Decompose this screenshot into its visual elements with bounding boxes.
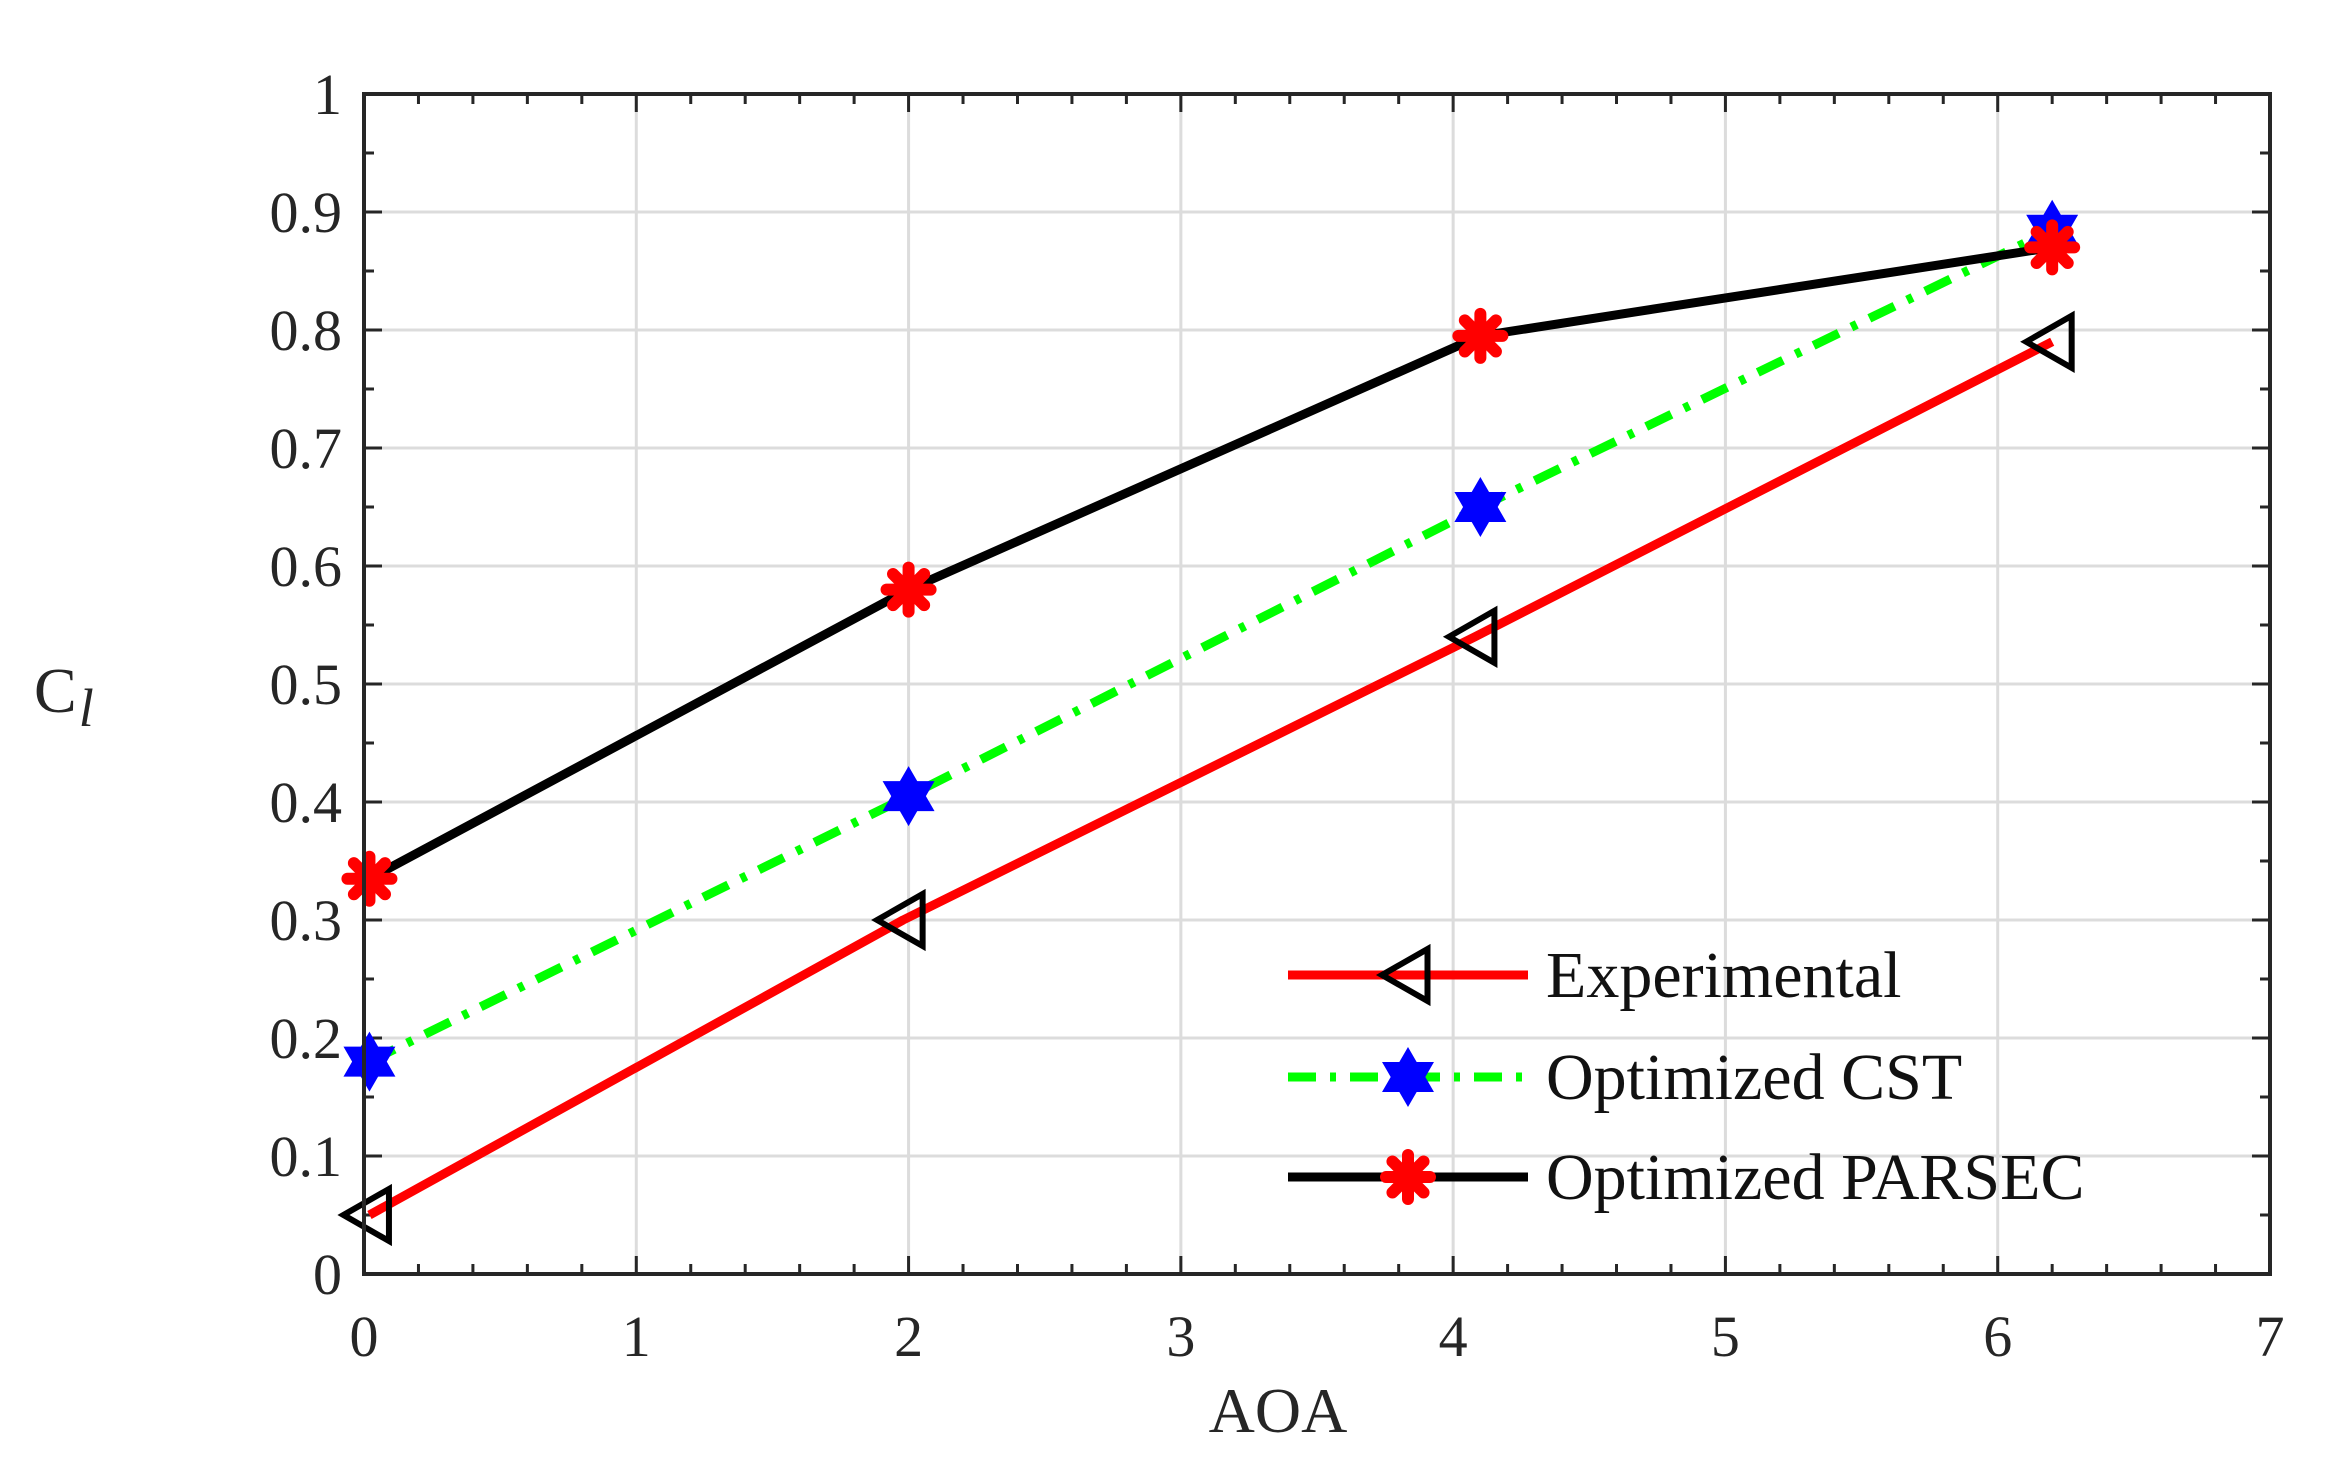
y-tick-label: 1 (313, 62, 342, 127)
legend-marker-experimental (1375, 943, 1431, 1007)
y-tick-label: 0 (313, 1242, 342, 1307)
y-tick-label: 0.3 (270, 888, 343, 953)
marker-experimental (871, 888, 926, 952)
y-tick-label: 0.1 (270, 1124, 343, 1189)
y-tick-label: 0.9 (270, 180, 343, 245)
marker-experimental (1442, 605, 1498, 668)
legend: Experimental Optimized CST Optimized PAR… (1288, 939, 2084, 1214)
x-axis-title: AOA (1209, 1375, 1348, 1446)
x-tick-label: 2 (894, 1304, 923, 1369)
marker-optimized-cst-down (343, 1046, 396, 1092)
marker-optimized-parsec (341, 850, 398, 907)
x-tick-label: 6 (1983, 1304, 2012, 1369)
legend-label-optimized-parsec: Optimized PARSEC (1546, 1141, 2084, 1214)
series-lines (367, 225, 2055, 1219)
marker-optimized-parsec-spoke (887, 568, 931, 612)
legend-marker-optimized-cst (1382, 1046, 1434, 1108)
marker-optimized-parsec (2024, 219, 2081, 276)
legend-marker-shape-optimized-parsec-spoke (1386, 1155, 1430, 1199)
series-line-optimized-parsec (367, 242, 2053, 883)
marker-optimized-parsec (1452, 307, 1509, 364)
legend-label-optimized-cst: Optimized CST (1546, 1041, 1962, 1114)
legend-marker-shape-optimized-parsec (1380, 1149, 1436, 1205)
legend-marker-shape-optimized-cst-down (1382, 1062, 1434, 1108)
marker-optimized-cst-down (1454, 492, 1507, 537)
series-markers (337, 199, 2081, 1247)
plot-frame (362, 92, 2272, 1276)
marker-optimized-parsec-spoke (2030, 225, 2074, 269)
y-tick-label: 0.6 (270, 534, 343, 599)
marker-experimental (2020, 310, 2075, 373)
x-tick-label: 7 (2256, 1304, 2285, 1369)
marker-optimized-parsec-spoke (1458, 314, 1502, 358)
legend-marker-shape-experimental (1375, 943, 1431, 1007)
marker-optimized-parsec (880, 561, 937, 618)
y-tick-label: 0.5 (270, 652, 343, 717)
y-tick-label: 0.4 (270, 770, 343, 835)
x-tick-label: 5 (1711, 1304, 1740, 1369)
marker-experimental (337, 1183, 392, 1247)
grid (364, 94, 2270, 1274)
marker-optimized-cst (882, 766, 935, 827)
y-tick-label: 0.2 (270, 1006, 343, 1071)
marker-optimized-cst (343, 1031, 396, 1092)
series-line-optimized-cst (367, 225, 2055, 1066)
x-tick-label: 4 (1439, 1304, 1468, 1369)
y-tick-label: 0.7 (270, 416, 343, 481)
x-tick-label: 3 (1166, 1304, 1195, 1369)
marker-optimized-parsec-spoke (347, 857, 392, 901)
legend-marker-shape-optimized-cst (1382, 1046, 1434, 1108)
y-axis-title: Cl (34, 655, 94, 738)
marker-optimized-cst-down (882, 781, 935, 827)
x-tick-label: 1 (622, 1304, 651, 1369)
y-axis-title-subscript: l (79, 678, 94, 738)
legend-marker-optimized-parsec (1380, 1149, 1436, 1205)
y-axis-title-main: C (34, 655, 77, 726)
marker-optimized-cst (1454, 477, 1507, 537)
y-tick-label: 0.8 (270, 298, 343, 363)
tick-labels: 0 1 2 3 4 5 6 7 0 0.1 0.2 0.3 0.4 0.5 0.6 0.7 0.8 0.9 1 (270, 62, 2285, 1369)
x-tick-label: 0 (350, 1304, 379, 1369)
legend-label-experimental: Experimental (1546, 939, 1902, 1012)
series-line-experimental (367, 337, 2055, 1219)
